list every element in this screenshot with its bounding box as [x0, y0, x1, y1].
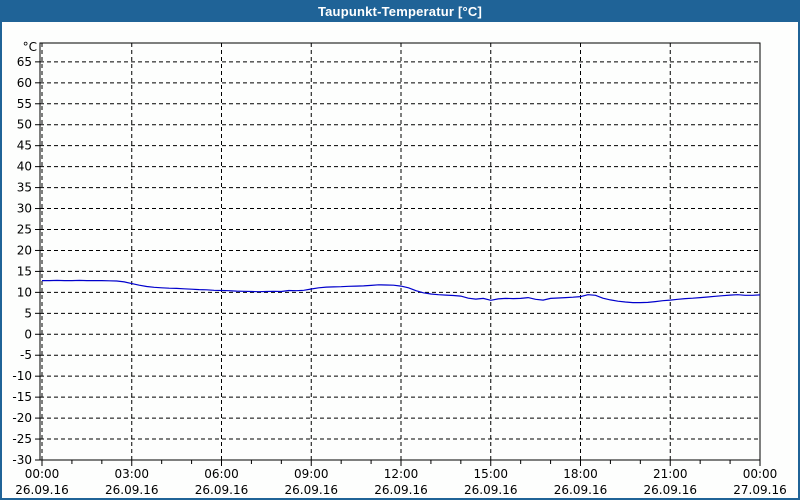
x-tick-date-label: 26.09.16	[285, 483, 338, 497]
y-tick-label: 25	[17, 222, 32, 236]
x-tick-time-label: 00:00	[743, 467, 778, 481]
y-tick-label: 10	[17, 285, 32, 299]
y-tick-label: -25	[12, 432, 32, 446]
y-tick-label: 50	[17, 118, 32, 132]
x-tick-date-label: 26.09.16	[105, 483, 158, 497]
plot-border	[39, 42, 761, 461]
x-tick-date-label: 26.09.16	[374, 483, 427, 497]
x-tick-date-label: 26.09.16	[644, 483, 697, 497]
y-tick-label: 35	[17, 181, 32, 195]
x-tick-date-label: 26.09.16	[15, 483, 68, 497]
window-border-bottom	[0, 498, 800, 500]
y-tick-label: -15	[12, 390, 32, 404]
y-tick-label: 55	[17, 97, 32, 111]
y-tick-label: -20	[12, 411, 32, 425]
x-tick-time-label: 00:00	[25, 467, 60, 481]
y-tick-label: 30	[17, 202, 32, 216]
x-gridlines-and-labels: 00:00 26.09.16 03:00 26.09.16 06:00 26.09.16 0…	[15, 43, 787, 497]
y-tick-label: 45	[17, 139, 32, 153]
window-title: Taupunkt-Temperatur [°C]	[317, 3, 483, 19]
y-tick-label: 60	[17, 76, 32, 90]
y-tick-label: 0	[24, 327, 32, 341]
x-tick-time-label: 15:00	[473, 467, 508, 481]
y-gridlines-and-labels: 65605550454035302520151050-5-10-15-20-25…	[12, 55, 760, 467]
x-tick-date-label: 26.09.16	[554, 483, 607, 497]
y-tick-label: 5	[24, 306, 32, 320]
x-tick-time-label: 03:00	[114, 467, 149, 481]
temperature-line	[42, 279, 761, 304]
x-tick-time-label: 12:00	[384, 467, 419, 481]
y-axis-unit-label: °C	[23, 40, 37, 54]
x-tick-date-label: 26.09.16	[195, 483, 248, 497]
x-tick-date-label: 26.09.16	[464, 483, 517, 497]
x-tick-time-label: 21:00	[653, 467, 688, 481]
y-tick-label: 40	[17, 160, 32, 174]
window-border-right	[798, 22, 800, 500]
x-tick-time-label: 06:00	[204, 467, 239, 481]
x-tick-time-label: 18:00	[563, 467, 598, 481]
y-tick-label: -30	[12, 453, 32, 467]
window-border-left	[0, 22, 2, 500]
x-tick-date-label: 27.09.16	[733, 483, 786, 497]
y-tick-label: 15	[17, 264, 32, 278]
y-tick-label: 20	[17, 243, 32, 257]
y-tick-label: -5	[20, 348, 32, 362]
x-tick-time-label: 09:00	[294, 467, 329, 481]
window-title-bar[interactable]: Taupunkt-Temperatur [°C]	[0, 0, 800, 22]
y-tick-label: -10	[12, 369, 32, 383]
y-tick-label: 65	[17, 55, 32, 69]
